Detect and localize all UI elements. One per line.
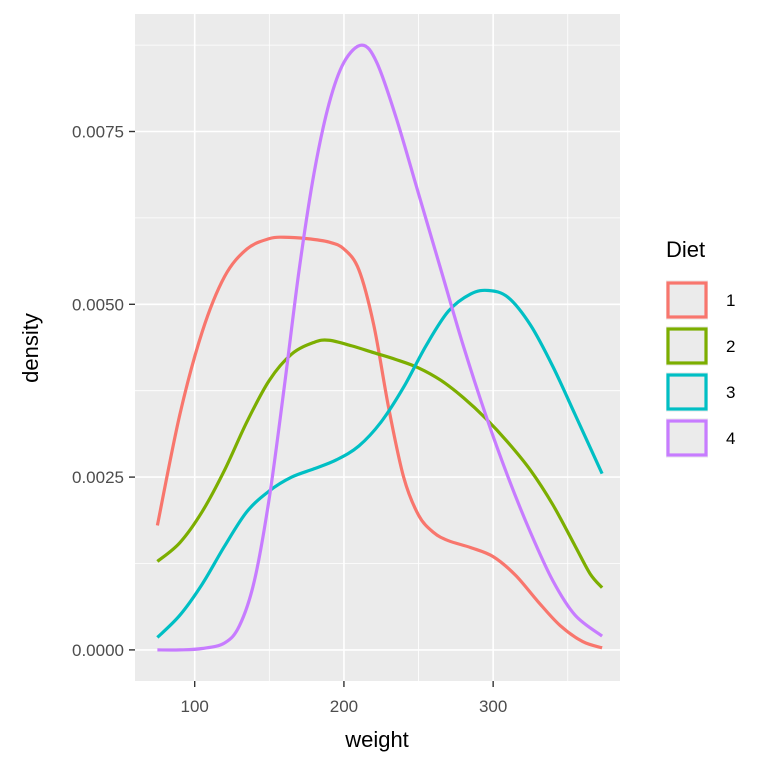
y-tick-label: 0.0025 [72, 468, 124, 487]
legend-label-diet-2: 2 [726, 337, 735, 356]
y-tick-label: 0.0050 [72, 295, 124, 314]
legend: Diet 1 2 3 4 [666, 237, 735, 458]
x-tick-label: 200 [330, 697, 358, 716]
major-gridlines [135, 14, 620, 681]
axes: 100 200 300 0.0000 0.0025 0.0050 0.0075 [72, 123, 507, 716]
legend-key-diet-3 [666, 373, 708, 411]
y-axis-title: density [18, 313, 43, 383]
density-line-diet-4 [157, 43, 604, 652]
legend-key-diet-4 [666, 419, 708, 457]
x-tick-label: 300 [479, 697, 507, 716]
density-line-diet-1 [155, 235, 603, 650]
x-tick-label: 100 [181, 697, 209, 716]
legend-key-diet-2 [666, 327, 708, 365]
y-tick-label: 0.0000 [72, 641, 124, 660]
y-tick-label: 0.0075 [72, 123, 124, 142]
density-line-diet-2 [156, 338, 604, 589]
density-lines [155, 43, 604, 652]
legend-label-diet-1: 1 [726, 291, 735, 310]
x-axis-title: weight [344, 727, 409, 752]
legend-label-diet-4: 4 [726, 429, 735, 448]
legend-label-diet-3: 3 [726, 383, 735, 402]
legend-title: Diet [666, 237, 705, 262]
legend-key-diet-1 [666, 281, 708, 319]
density-line-diet-3 [156, 288, 604, 639]
